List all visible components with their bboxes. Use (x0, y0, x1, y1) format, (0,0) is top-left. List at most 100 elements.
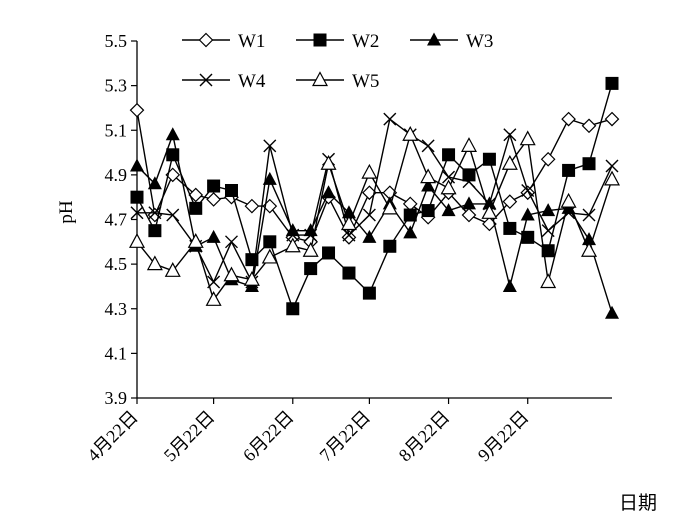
data-point (502, 194, 518, 209)
data-point (128, 233, 146, 248)
x-tick-label: 6月22日 (239, 407, 298, 466)
data-point (562, 163, 576, 177)
data-point (321, 185, 336, 199)
data-point (561, 111, 576, 127)
y-tick-label: 5.1 (105, 120, 128, 140)
data-point (340, 215, 357, 231)
data-point (286, 302, 300, 316)
y-tick-label: 4.9 (105, 165, 128, 185)
data-point (262, 171, 277, 185)
data-point (541, 244, 555, 258)
legend-label: W3 (466, 31, 493, 52)
data-point (320, 154, 337, 170)
data-point-stroke (199, 73, 213, 87)
data-point (520, 207, 535, 221)
data-point (284, 237, 301, 253)
data-point (286, 228, 300, 242)
data-point-stroke (521, 183, 535, 197)
data-point (605, 76, 619, 90)
data-point (383, 112, 397, 126)
data-point (403, 225, 418, 239)
data-point (403, 208, 417, 222)
data-point (581, 118, 597, 134)
data-point (520, 185, 536, 201)
data-point (605, 159, 619, 173)
data-point-stroke (503, 128, 517, 142)
data-point (462, 175, 476, 189)
y-tick-label: 4.5 (105, 254, 128, 274)
data-point (503, 221, 517, 235)
data-point (313, 33, 327, 47)
data-point-stroke (286, 228, 300, 242)
x-tick-label: 9月22日 (474, 407, 533, 466)
data-point (223, 266, 240, 282)
data-point (519, 130, 536, 146)
data-point (130, 190, 144, 204)
legend-item-w3: W3 (410, 31, 493, 52)
data-point (482, 152, 496, 166)
data-point (604, 111, 620, 127)
data-point (421, 178, 436, 192)
data-point (521, 183, 535, 197)
data-point (381, 199, 398, 215)
data-point (244, 198, 260, 214)
data-point-stroke (482, 197, 496, 211)
data-point (263, 139, 277, 153)
series-line (136, 83, 613, 311)
data-point-stroke (541, 224, 555, 238)
x-tick-label: 5月22日 (160, 407, 219, 466)
data-point-stroke (148, 206, 162, 220)
legend-label: W4 (238, 71, 266, 92)
data-point-stroke (383, 112, 397, 126)
data-point (581, 241, 598, 257)
data-point (206, 229, 221, 243)
data-point (243, 270, 260, 286)
data-point (322, 246, 336, 260)
legend-item-w4: W4 (182, 71, 266, 92)
data-point (189, 201, 203, 215)
data-point (304, 262, 318, 276)
data-point (383, 239, 397, 253)
data-point (440, 179, 457, 195)
legend-label: W1 (238, 31, 265, 52)
data-point (148, 224, 162, 238)
data-point (362, 208, 376, 222)
data-point (198, 32, 214, 48)
data-point-stroke (166, 208, 180, 222)
data-point (148, 206, 162, 220)
axes: 3.9 4.1 4.3 4.5 4.7 4.9 5.1 5.3 5.5 4月22日 5月22日 6月2… (83, 31, 612, 465)
data-point-stroke (342, 228, 356, 242)
data-point-stroke (421, 139, 435, 153)
data-point (361, 163, 378, 179)
data-point (224, 235, 238, 249)
x-tick-label: 4月22日 (83, 407, 142, 466)
series-layer (128, 76, 621, 319)
data-point (206, 192, 221, 207)
data-point (541, 224, 555, 238)
data-point (188, 187, 204, 203)
data-point (441, 203, 456, 217)
data-point (503, 128, 517, 142)
legend-item-w2: W2 (296, 31, 379, 52)
data-point (442, 148, 456, 162)
data-point (342, 266, 356, 280)
data-point (605, 305, 619, 319)
data-point (130, 206, 144, 220)
y-tick-label: 4.7 (105, 210, 128, 230)
series-w5 (128, 125, 621, 306)
data-point (199, 73, 213, 87)
data-point (502, 278, 517, 292)
data-point (130, 158, 144, 172)
data-point (362, 229, 377, 243)
series-w2 (130, 76, 619, 316)
data-point (164, 262, 181, 277)
data-point (421, 204, 435, 218)
data-point (187, 233, 204, 248)
y-tick-label: 4.1 (105, 343, 128, 363)
data-point (224, 183, 238, 197)
data-point (460, 137, 477, 152)
data-point-stroke (224, 235, 238, 249)
data-point (427, 32, 441, 46)
data-point (165, 127, 180, 141)
